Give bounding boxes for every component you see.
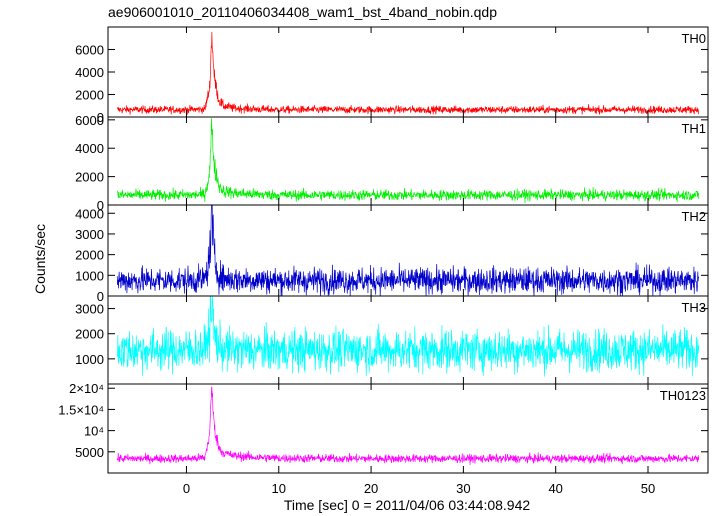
panel-th3: 1000 2000 3000 TH3 [75, 295, 709, 385]
y-tick-label: 0 [97, 110, 104, 125]
x-tick-label: 20 [364, 481, 378, 496]
panel-th1: 0 2000 4000 6000 TH1 [75, 113, 709, 213]
chart-panels: 0 2000 4000 6000 TH0 0 2000 4000 6000 TH1 0 1000 200… [58, 26, 709, 474]
series-line-th0 [116, 31, 700, 115]
x-tick-label: 30 [456, 481, 470, 496]
series-line-th0123 [116, 386, 700, 465]
y-tick-label: 3000 [75, 302, 104, 317]
y-tick-label: 6000 [75, 43, 104, 58]
series-line-th1 [116, 118, 700, 204]
x-tick-label: 0 [183, 481, 190, 496]
x-axis: 0 10 20 30 40 50 [183, 481, 655, 496]
panel-label: TH1 [681, 121, 706, 136]
y-tick-label: 4000 [75, 65, 104, 80]
panel-label: TH3 [681, 300, 706, 315]
chart-title: ae906001010_20110406034408_wam1_bst_4ban… [108, 4, 497, 20]
y-tick-label: 2000 [75, 170, 104, 185]
y-tick-label: 0 [97, 198, 104, 213]
series-line-th2 [116, 204, 700, 297]
panel-th2: 0 1000 2000 3000 4000 TH2 [75, 204, 709, 304]
y-tick-label: 3000 [75, 227, 104, 242]
y-tick-label: 10⁴ [84, 424, 104, 439]
y-tick-label: 4000 [75, 206, 104, 221]
panel-label: TH0 [681, 31, 706, 46]
y-tick-label: 2000 [75, 248, 104, 263]
y-tick-label: 2×10⁴ [69, 381, 104, 396]
y-tick-label: 2000 [75, 88, 104, 103]
x-tick-label: 40 [548, 481, 562, 496]
panel-frame [107, 383, 709, 474]
y-tick-label: 2000 [75, 327, 104, 342]
x-tick-label: 10 [272, 481, 286, 496]
panel-th0123: 5000 10⁴ 1.5×10⁴ 2×10⁴ TH0123 [58, 381, 709, 474]
x-axis-label: Time [sec] 0 = 2011/04/06 03:44:08.942 [284, 497, 531, 513]
y-tick-label: 1.5×10⁴ [58, 402, 104, 417]
y-tick-label: 1000 [75, 268, 104, 283]
y-tick-label: 4000 [75, 141, 104, 156]
panel-label: TH2 [681, 209, 706, 224]
y-tick-label: 5000 [75, 445, 104, 460]
series-line-th3 [116, 295, 700, 377]
y-tick-label: 0 [97, 289, 104, 304]
panel-frame [107, 26, 709, 118]
y-tick-label: 6000 [75, 113, 104, 128]
y-tick-label: 1000 [75, 352, 104, 367]
panel-th0: 0 2000 4000 6000 TH0 [75, 26, 709, 125]
y-axis-label: Counts/sec [32, 224, 48, 294]
x-tick-label: 50 [641, 481, 655, 496]
panel-label: TH0123 [660, 388, 706, 403]
